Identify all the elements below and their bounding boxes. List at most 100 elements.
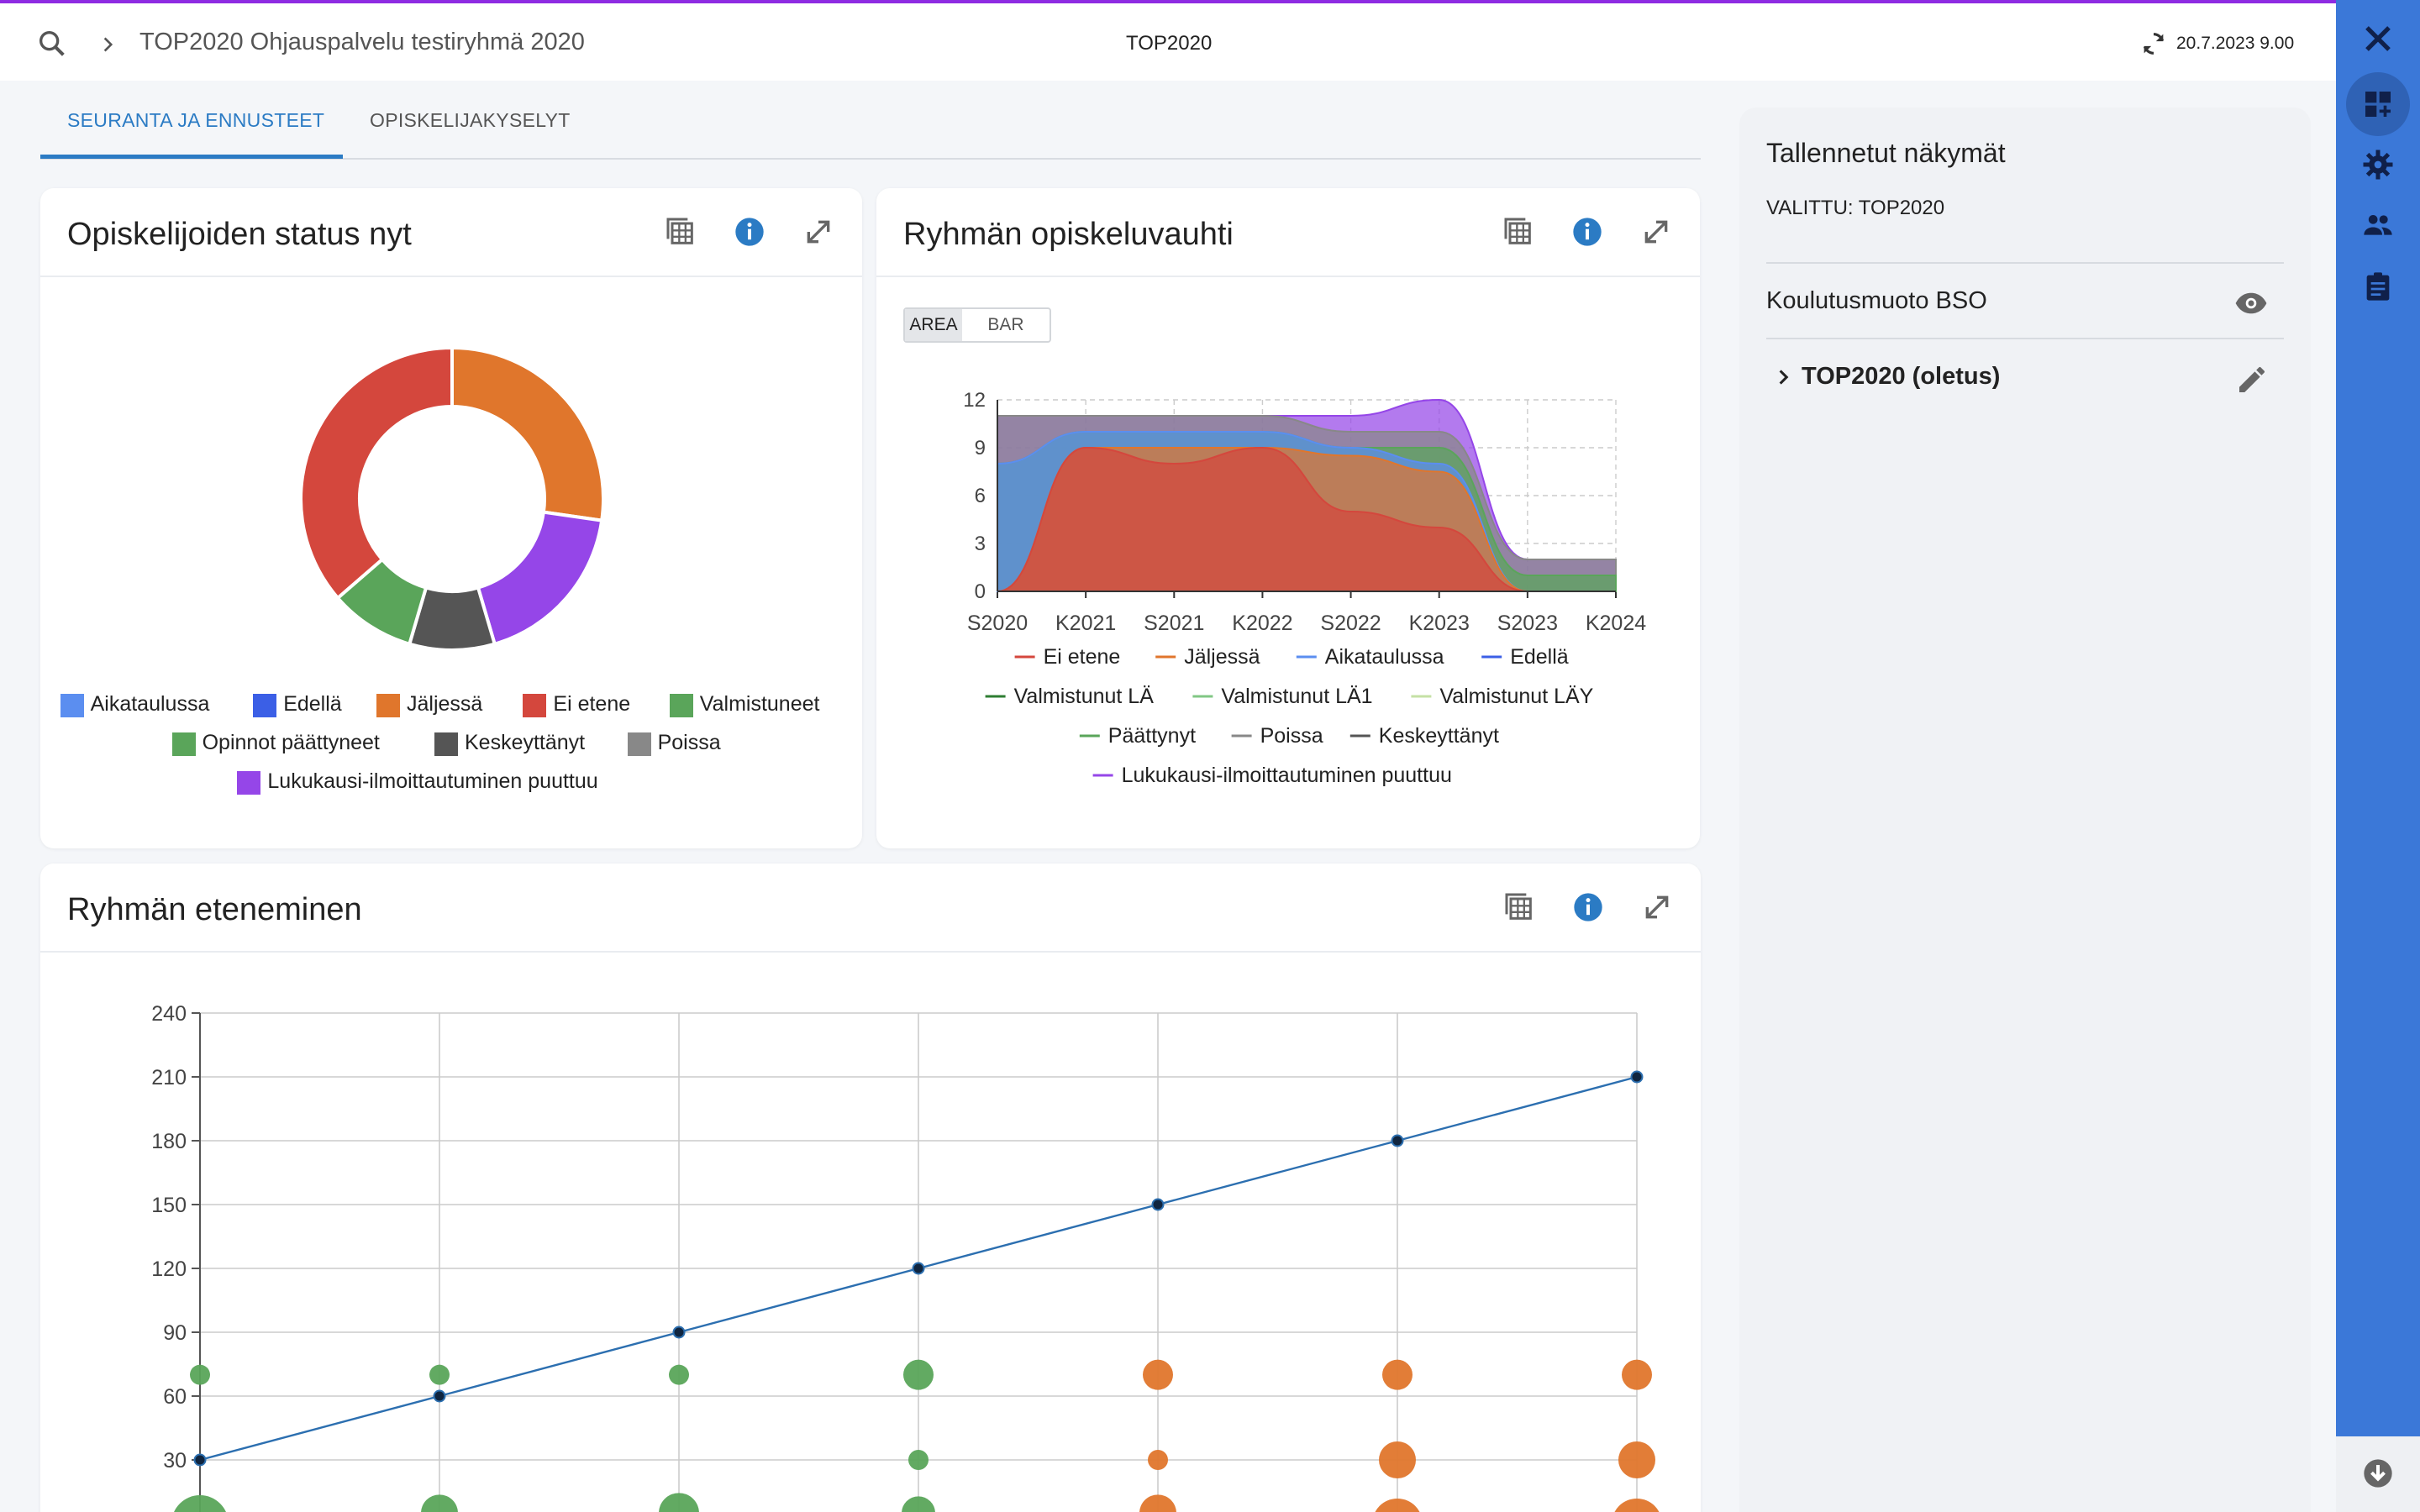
pace-card-header: Ryhmän opiskeluvauhti [876, 188, 1700, 277]
legend-label: Jäljessä [1184, 645, 1260, 669]
top-accent-line [0, 0, 2336, 3]
active-rail-indicator [2346, 72, 2410, 136]
line-point[interactable] [433, 1389, 446, 1403]
legend-label: Jäljessä [407, 692, 483, 716]
breadcrumb[interactable]: TOP2020 Ohjauspalvelu testiryhmä 2020 [139, 29, 585, 55]
donut-slice[interactable] [476, 510, 604, 647]
bubble-point[interactable] [1372, 1499, 1423, 1512]
donut-slice[interactable] [450, 345, 605, 522]
donut-slice[interactable] [299, 345, 454, 601]
legend-item[interactable]: Jäljessä [1155, 645, 1260, 669]
bubble-point[interactable] [1622, 1359, 1652, 1390]
legend-swatch [60, 694, 84, 717]
line-point[interactable] [193, 1453, 207, 1467]
legend-item[interactable]: Lukukausi-ilmoittautuminen puuttuu [1092, 764, 1452, 787]
toggle-bar[interactable]: BAR [987, 315, 1024, 334]
y-tick-label: 90 [163, 1321, 187, 1345]
status-donut-chart [299, 345, 605, 652]
legend-item[interactable]: Keskeyttänyt [1349, 724, 1499, 748]
legend-item[interactable]: Valmistunut LÄY [1411, 685, 1594, 708]
saved-view-koulutusmuoto[interactable]: Koulutusmuoto BSO [1766, 287, 1987, 314]
y-tick-label: 3 [975, 533, 986, 555]
download-arrow-icon[interactable] [2361, 1457, 2395, 1490]
legend-label: Edellä [283, 692, 342, 716]
legend-swatch [434, 732, 458, 756]
x-tick-label: S2021 [1144, 612, 1204, 635]
card-title: Ryhmän eteneminen [67, 892, 362, 927]
legend-item[interactable]: Edellä [1481, 645, 1569, 669]
gear-icon[interactable] [2361, 148, 2395, 181]
bubble-point[interactable] [1612, 1499, 1662, 1512]
info-icon[interactable] [733, 215, 766, 249]
bubble-point[interactable] [1618, 1441, 1655, 1478]
x-tick-label: S2020 [967, 612, 1028, 635]
bubble-point[interactable] [902, 1496, 935, 1512]
sync-icon[interactable] [2139, 29, 2168, 59]
legend-item[interactable]: Päättynyt [1079, 724, 1196, 748]
legend-swatch [669, 694, 693, 717]
legend-label: Edellä [1510, 645, 1569, 669]
saved-view-top2020[interactable]: TOP2020 (oletus) [1802, 363, 2001, 390]
line-point[interactable] [1391, 1134, 1404, 1147]
table-view-icon[interactable] [1502, 215, 1535, 249]
bubble-point[interactable] [908, 1450, 929, 1470]
info-icon[interactable] [1570, 215, 1604, 249]
tab-opiskelijakyselyt[interactable]: OPISKELIJAKYSELYT [370, 109, 571, 131]
progress-card-header: Ryhmän eteneminen [40, 864, 1701, 953]
active-tab-indicator [40, 155, 343, 159]
toggle-area[interactable]: AREA [905, 309, 962, 341]
bubble-point[interactable] [429, 1364, 450, 1385]
pace-card: Ryhmän opiskeluvauhti AREA BAR 0 3 6 9 12 S20… [876, 188, 1700, 848]
y-tick-label: 12 [963, 389, 986, 412]
legend-swatch [376, 694, 400, 717]
edit-pencil-icon[interactable] [2235, 363, 2269, 396]
bubble-point[interactable] [421, 1494, 458, 1512]
x-tick-label: K2022 [1232, 612, 1292, 635]
line-point[interactable] [1151, 1198, 1165, 1211]
chevron-right-icon[interactable] [1773, 365, 1795, 390]
legend-label: Keskeyttänyt [1379, 724, 1499, 748]
close-icon[interactable] [2356, 17, 2400, 60]
tab-seuranta[interactable]: SEURANTA JA ENNUSTEET [67, 109, 325, 131]
bubble-point[interactable] [171, 1495, 229, 1512]
bubble-point[interactable] [1143, 1359, 1173, 1390]
legend-label: Opinnot päättyneet [202, 731, 380, 754]
line-point[interactable] [672, 1326, 686, 1339]
legend-swatch [627, 732, 651, 756]
clipboard-icon[interactable] [2361, 269, 2395, 304]
bubble-point[interactable] [1139, 1494, 1176, 1512]
legend-swatch [171, 732, 196, 756]
x-tick-label: K2024 [1586, 612, 1646, 635]
bubble-point[interactable] [1382, 1359, 1413, 1390]
line-point[interactable] [1630, 1070, 1644, 1084]
legend-label: Keskeyttänyt [465, 731, 586, 754]
legend-label: Ei etene [1044, 645, 1121, 669]
area-series[interactable] [997, 446, 1616, 592]
bubble-point[interactable] [1148, 1450, 1168, 1470]
bubble-point[interactable] [669, 1364, 689, 1385]
bubble-point[interactable] [659, 1493, 699, 1512]
dashboard-add-icon[interactable] [2361, 87, 2395, 121]
legend-item[interactable]: Valmistunut LÄ1 [1192, 685, 1373, 708]
legend-item[interactable]: Valmistunut LÄ [985, 685, 1155, 708]
legend-item[interactable]: Aikataulussa [1296, 645, 1444, 669]
bubble-point[interactable] [190, 1364, 210, 1385]
table-view-icon[interactable] [664, 215, 697, 249]
legend-item[interactable]: Ei etene [1014, 645, 1121, 669]
expand-icon[interactable] [1639, 215, 1673, 249]
bubble-point[interactable] [903, 1359, 934, 1390]
legend-swatch [523, 694, 547, 717]
y-tick-label: 150 [151, 1194, 187, 1217]
info-icon[interactable] [1571, 890, 1605, 924]
eye-icon[interactable] [2233, 286, 2269, 321]
expand-icon[interactable] [1640, 890, 1674, 924]
line-point[interactable] [912, 1262, 925, 1275]
expand-icon[interactable] [802, 215, 835, 249]
table-view-icon[interactable] [1502, 890, 1536, 924]
bubble-point[interactable] [1379, 1441, 1416, 1478]
card-title: Ryhmän opiskeluvauhti [903, 217, 1234, 252]
search-icon[interactable] [35, 27, 69, 60]
people-icon[interactable] [2360, 208, 2396, 242]
legend-item[interactable]: Poissa [1231, 724, 1323, 748]
selected-view-label: VALITTU: TOP2020 [1766, 197, 1945, 219]
